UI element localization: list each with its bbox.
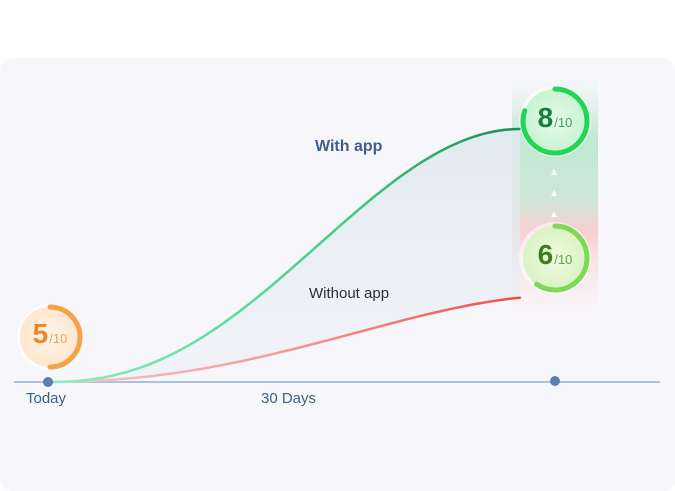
- today-score-ring: [17, 304, 83, 370]
- today-score-circle: [20, 307, 80, 367]
- legend-label-without-app: Without app: [309, 285, 390, 302]
- with-app-score: 8 /10: [525, 91, 585, 151]
- improvement-area: [48, 129, 520, 382]
- without-app-score: 6 /10: [525, 228, 585, 288]
- without-app-score-circle: [523, 226, 587, 290]
- x-tick-end: [550, 376, 560, 386]
- x-tick-today: [43, 377, 53, 387]
- without-app-score-ring: [520, 223, 590, 293]
- series-line-with-app: [46, 127, 522, 384]
- without-app-score-denominator: /10: [554, 252, 573, 267]
- with-app-score-denominator: /10: [554, 115, 573, 130]
- with-app-score-value: 8: [537, 102, 554, 133]
- with-app-score-ring: [520, 86, 590, 156]
- x-tick-label-30-days: 30 Days: [261, 390, 317, 407]
- today-score-value: 5: [32, 318, 49, 349]
- with-app-score-circle: [523, 89, 587, 153]
- up-arrows: [551, 169, 557, 217]
- today-score: 5 /10: [20, 307, 80, 367]
- x-tick-label-today: Today: [26, 390, 67, 407]
- series-line-without-app: [46, 296, 522, 384]
- without-app-score-value: 6: [537, 239, 554, 270]
- today-score-denominator: /10: [49, 331, 68, 346]
- legend-label-with-app: With app: [315, 138, 383, 155]
